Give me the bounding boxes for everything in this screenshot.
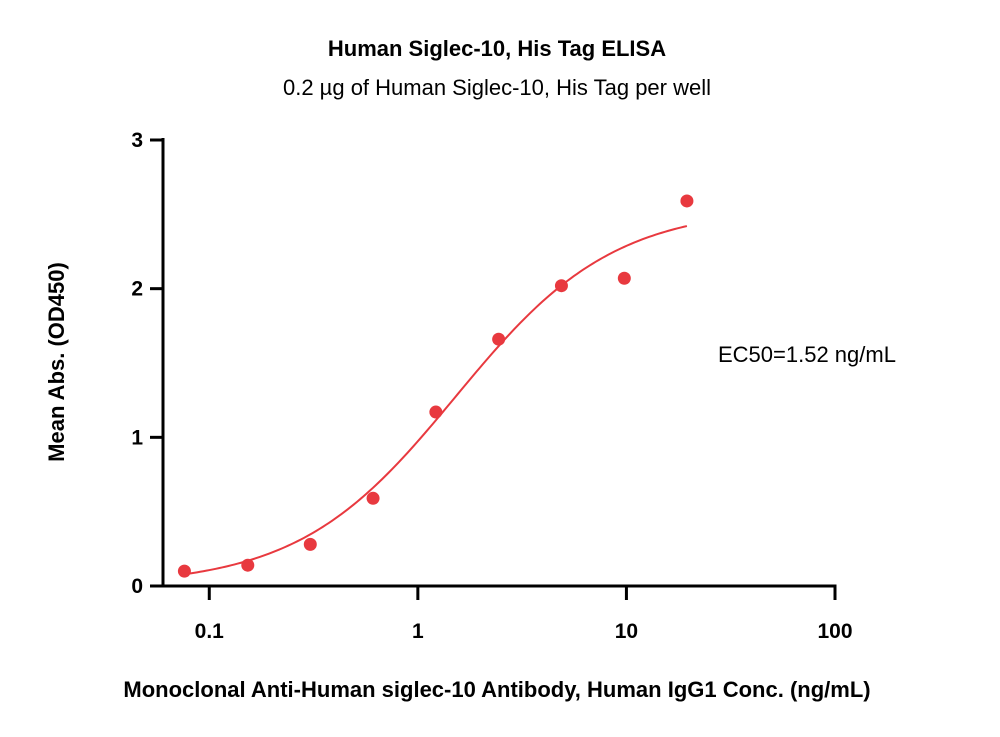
data-point (303, 537, 317, 551)
y-tick-label: 3 (131, 129, 143, 152)
data-point (366, 491, 380, 505)
axes: 0 1 2 3 0.1 1 10 100 (131, 129, 852, 643)
y-tick-label: 0 (131, 575, 143, 598)
data-point (680, 194, 694, 208)
data-point (241, 558, 255, 572)
ec50-annotation: EC50=1.52 ng/mL (718, 342, 896, 367)
x-tick-label: 0.1 (195, 620, 225, 643)
fit-curve-layer (184, 225, 688, 576)
fit-curve (184, 225, 688, 576)
x-tick-label: 100 (817, 620, 852, 643)
x-axis-label: Monoclonal Anti-Human siglec-10 Antibody… (123, 677, 870, 702)
y-tick-label: 1 (131, 426, 143, 449)
y-tick-label: 2 (131, 278, 143, 301)
data-point (492, 332, 506, 346)
data-point (177, 564, 191, 578)
x-tick-label: 10 (615, 620, 638, 643)
data-points-layer (177, 194, 694, 578)
data-point (617, 271, 631, 285)
data-point (429, 405, 443, 419)
chart-subtitle: 0.2 µg of Human Siglec-10, His Tag per w… (283, 75, 711, 100)
data-point (554, 279, 568, 293)
y-axis-label: Mean Abs. (OD450) (44, 262, 69, 462)
chart-title: Human Siglec-10, His Tag ELISA (328, 36, 666, 61)
x-tick-label: 1 (412, 620, 424, 643)
